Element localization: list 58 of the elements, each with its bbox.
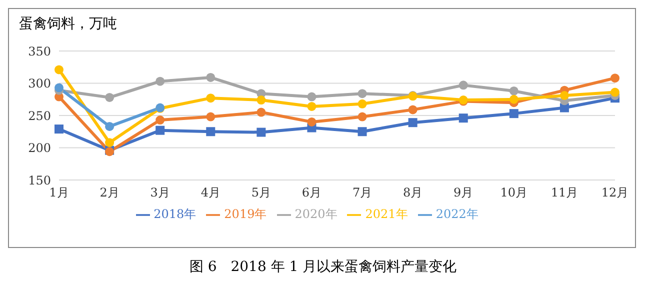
point [458,80,468,90]
point [358,99,367,108]
legend-label: 2021年 [365,207,408,221]
point [256,96,266,105]
point [156,76,165,86]
point [105,122,114,131]
point [560,91,569,100]
point [358,89,367,98]
point [307,117,316,126]
point [307,92,316,102]
x-tick-label: 2月 [100,186,120,200]
x-tick-label: 6月 [302,186,322,200]
x-tick-label: 8月 [403,186,423,200]
y-tick-label: 200 [28,141,51,156]
y-tick-label: 250 [28,108,51,123]
point [156,116,165,125]
caption: 图 6 2018 年 1 月以来蛋禽饲料产量变化 [188,258,458,276]
x-tick-label: 9月 [454,186,474,200]
x-tick-label: 11月 [550,186,578,200]
point [509,94,518,104]
legend-label: 2022年 [436,207,478,221]
legend-label: 2019年 [224,207,267,221]
point [156,126,165,135]
point [509,109,518,118]
point [54,65,64,74]
point [509,86,518,96]
x-tick-label: 1月 [49,186,69,200]
y-tick-label: 300 [28,76,51,91]
y-tick-label: 150 [28,173,51,188]
point [256,128,266,137]
x-tick-label: 3月 [150,186,170,200]
point [358,112,367,122]
y-tick-label: 350 [28,44,51,58]
point [408,105,418,114]
point [54,124,64,134]
point [206,112,216,122]
point [560,103,569,112]
x-tick-label: 10月 [500,186,528,200]
point [610,88,620,97]
x-tick-label: 7月 [352,186,372,200]
point [206,94,216,103]
point [358,127,367,136]
point [458,114,468,123]
x-tick-label: 12月 [601,186,629,200]
point [105,138,114,148]
point [408,118,418,128]
point [256,108,266,117]
point [54,83,64,92]
point [307,102,316,111]
y-axis-title: 蛋禽饲料，万吨 [19,15,117,33]
point [206,72,216,82]
x-tick-label: 5月 [251,186,271,200]
x-tick-label: 4月 [200,186,220,200]
point [610,74,620,83]
point [206,127,216,136]
legend-label: 2018年 [154,207,196,221]
legend-label: 2020年 [294,207,338,221]
point [105,92,114,102]
